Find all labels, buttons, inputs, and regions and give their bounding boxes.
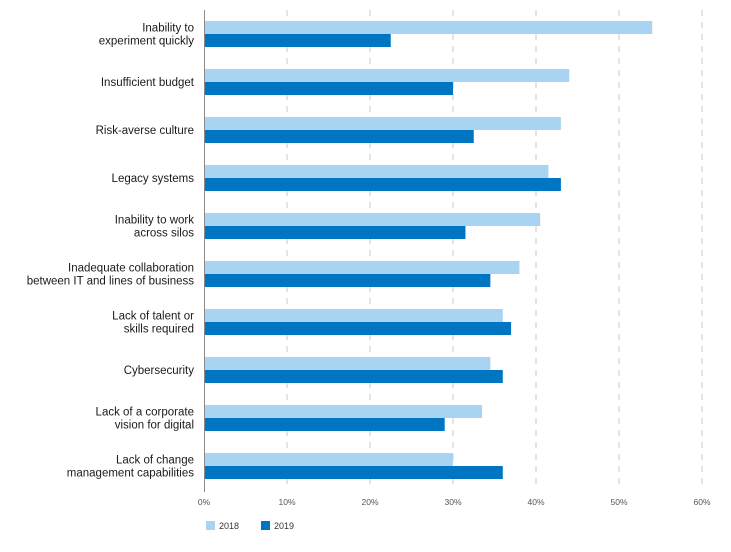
category-labels: Inability to experiment quickly Insufficie… — [27, 23, 195, 480]
bar-2018 — [204, 165, 549, 178]
category-label-line: Lack of talent or — [112, 311, 194, 323]
category-label-line: skills required — [124, 324, 194, 336]
category-label-line: Lack of a corporate — [96, 407, 194, 419]
legend-label-2019: 2019 — [274, 521, 294, 531]
bar-2019 — [204, 370, 503, 383]
legend-label-2018: 2018 — [219, 521, 239, 531]
bars — [204, 21, 653, 479]
bar-2019 — [204, 466, 503, 479]
category-label-line: experiment quickly — [99, 36, 194, 48]
bar-2018 — [204, 405, 483, 418]
x-tick-label: 10% — [278, 497, 295, 507]
category-label-line: Lack of change — [116, 455, 194, 467]
category-label: Risk-averse culture — [96, 125, 194, 137]
bar-2018 — [204, 357, 491, 370]
category-label: Lack of talent or skills required — [112, 311, 194, 336]
bar-2018 — [204, 21, 653, 34]
x-tick-label: 30% — [444, 497, 461, 507]
bar-2018 — [204, 117, 561, 130]
category-label-line: Cybersecurity — [124, 365, 195, 377]
category-label-line: Inability to — [142, 23, 194, 35]
category-label-line: Insufficient budget — [101, 77, 195, 89]
legend: 2018 2019 — [206, 521, 294, 531]
x-tick-label: 20% — [361, 497, 378, 507]
bar-2018 — [204, 309, 503, 322]
category-label-line: Legacy systems — [112, 173, 195, 185]
category-label-line: Inadequate collaboration — [68, 263, 194, 275]
x-tick-label: 50% — [610, 497, 627, 507]
bar-2019 — [204, 274, 491, 287]
bar-2019 — [204, 418, 445, 431]
bar-2019 — [204, 82, 453, 95]
bar-2018 — [204, 261, 520, 274]
legend-swatch-2019 — [261, 521, 270, 530]
bar-2018 — [204, 213, 541, 226]
category-label: Inability to work across silos — [115, 215, 195, 240]
legend-swatch-2018 — [206, 521, 215, 530]
bar-2018 — [204, 69, 570, 82]
x-tick-label: 40% — [527, 497, 544, 507]
category-label-line: Risk-averse culture — [96, 125, 194, 137]
x-tick-label: 0% — [198, 497, 211, 507]
bar-2019 — [204, 226, 466, 239]
category-label: Lack of change management capabilities — [67, 455, 194, 480]
category-label: Lack of a corporate vision for digital — [96, 407, 194, 432]
category-label-line: management capabilities — [67, 468, 194, 480]
category-label: Cybersecurity — [124, 365, 195, 377]
category-label-line: between IT and lines of business — [27, 276, 195, 288]
bar-2018 — [204, 453, 453, 466]
category-label-line: across silos — [134, 228, 194, 240]
category-label: Legacy systems — [112, 173, 195, 185]
category-label-line: vision for digital — [115, 420, 194, 432]
bar-2019 — [204, 178, 561, 191]
bar-2019 — [204, 34, 391, 47]
category-label: Insufficient budget — [101, 77, 195, 89]
x-tick-label: 60% — [693, 497, 710, 507]
category-label-line: Inability to work — [115, 215, 195, 227]
category-label: Inadequate collaboration between IT and l… — [27, 263, 195, 288]
category-label: Inability to experiment quickly — [99, 23, 194, 48]
bar-2019 — [204, 130, 474, 143]
x-tick-labels: 0% 10% 20% 30% 40% 50% 60% — [198, 497, 711, 507]
bar-2019 — [204, 322, 512, 335]
